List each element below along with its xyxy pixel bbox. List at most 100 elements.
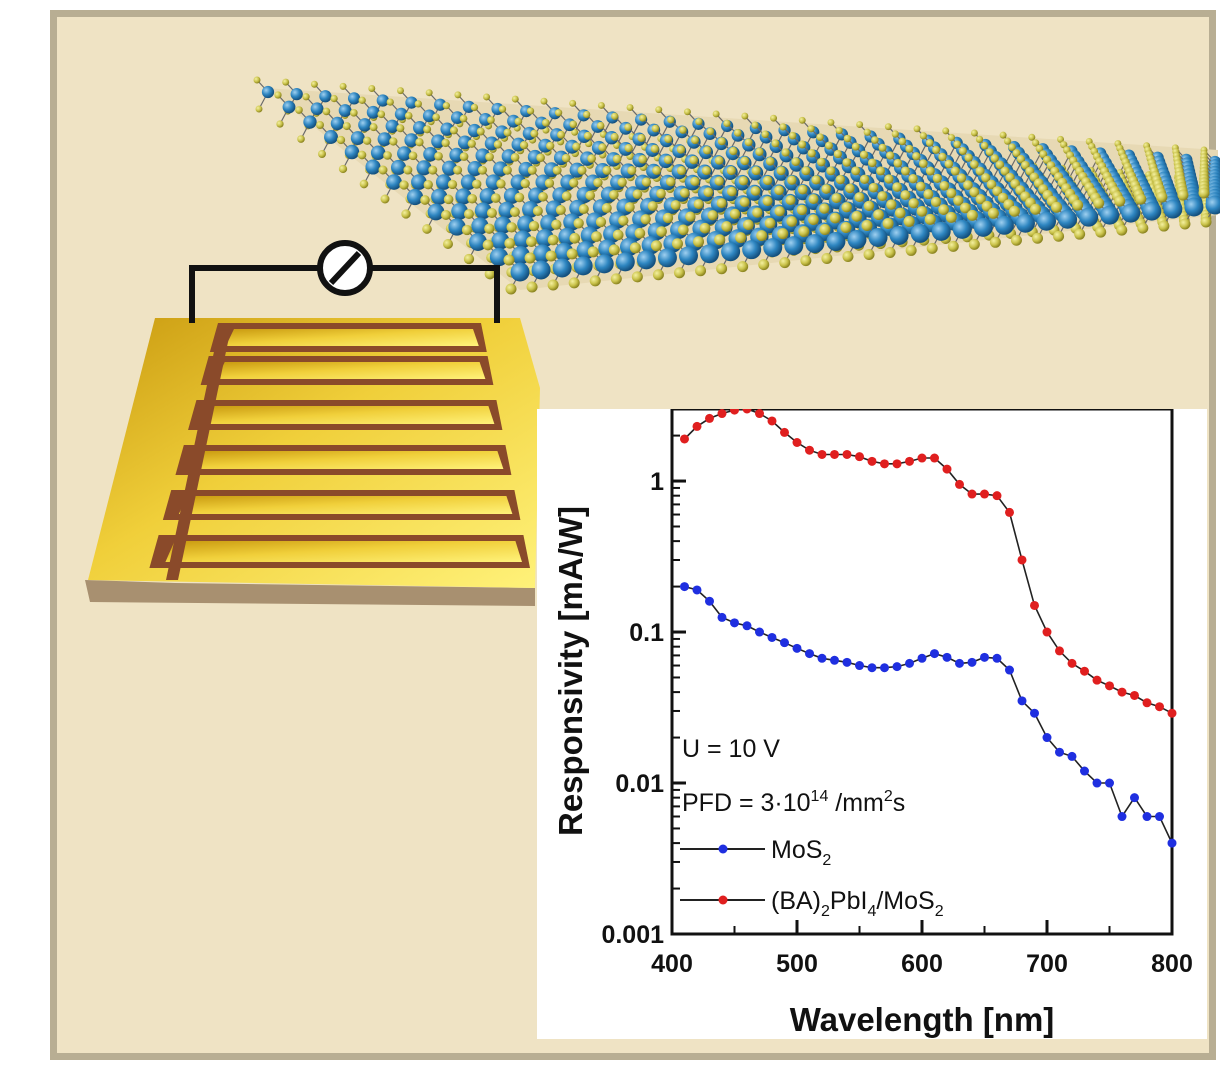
data-point-mos2 (880, 663, 889, 673)
data-point-mos2 (892, 662, 902, 672)
data-point-heterostructure (1130, 690, 1139, 700)
data-point-mos2 (1130, 793, 1139, 803)
data-point-mos2 (1167, 838, 1177, 848)
data-point-mos2 (1105, 778, 1114, 788)
data-point-heterostructure (992, 491, 1002, 501)
legend-heterostructure: (BA)2PbI4/MoS2 (680, 887, 944, 920)
data-point-heterostructure (817, 449, 827, 459)
data-point-heterostructure (705, 413, 714, 423)
data-point-mos2 (1142, 812, 1152, 822)
legend-label-mos2: MoS2 (771, 836, 831, 869)
data-point-heterostructure (1155, 702, 1164, 712)
data-point-heterostructure (805, 445, 814, 455)
legend-marker-mos2 (718, 844, 728, 854)
series-line-heterostructure (683, 409, 1173, 714)
data-point-mos2 (705, 596, 714, 606)
data-point-heterostructure (742, 409, 752, 414)
data-point-heterostructure (1055, 646, 1064, 656)
data-point-mos2 (917, 653, 927, 663)
y-tick-label: 1 (650, 468, 664, 496)
data-point-heterostructure (867, 456, 877, 466)
data-point-mos2 (1117, 812, 1127, 822)
data-point-mos2 (780, 638, 789, 648)
data-point-heterostructure (1080, 666, 1089, 676)
data-point-mos2 (717, 612, 727, 622)
data-point-mos2 (755, 627, 764, 637)
data-point-heterostructure (892, 459, 902, 469)
data-point-mos2 (692, 585, 702, 595)
x-axis-title: Wavelength [nm] (790, 1001, 1055, 1038)
data-point-heterostructure (980, 489, 989, 499)
data-point-mos2 (930, 649, 939, 659)
data-point-mos2 (980, 652, 989, 662)
data-point-heterostructure (842, 449, 852, 459)
data-point-mos2 (1030, 708, 1039, 718)
data-point-mos2 (992, 653, 1002, 663)
data-point-heterostructure (942, 464, 952, 474)
data-point-heterostructure (780, 427, 789, 437)
data-point-heterostructure (1105, 681, 1114, 691)
data-point-heterostructure (967, 489, 977, 499)
data-point-heterostructure (792, 437, 802, 447)
data-point-mos2 (855, 661, 864, 671)
data-point-heterostructure (1167, 708, 1177, 718)
data-point-mos2 (805, 649, 814, 659)
annotation-photon-flux: PFD = 3·1014 /mm2s (682, 788, 905, 817)
data-point-heterostructure (1042, 627, 1052, 637)
data-point-heterostructure (730, 409, 739, 415)
data-point-mos2 (1055, 747, 1064, 757)
data-point-heterostructure (755, 409, 764, 419)
data-point-mos2 (955, 658, 964, 668)
x-tick-label: 600 (901, 950, 943, 978)
data-point-heterostructure (1030, 600, 1039, 610)
x-tick-label: 800 (1151, 950, 1193, 978)
data-point-heterostructure (930, 453, 939, 463)
data-point-mos2 (967, 657, 977, 667)
data-point-mos2 (1042, 733, 1052, 743)
data-point-heterostructure (830, 449, 839, 459)
data-point-mos2 (1005, 665, 1014, 675)
data-point-mos2 (1067, 751, 1077, 761)
data-point-heterostructure (905, 456, 914, 466)
plot-frame (670, 409, 1174, 936)
data-point-heterostructure (1017, 555, 1027, 565)
interdigitated-electrodes (149, 323, 530, 580)
data-point-heterostructure (1142, 698, 1152, 708)
data-point-mos2 (1080, 766, 1089, 776)
data-point-heterostructure (1117, 687, 1127, 697)
data-point-mos2 (1017, 696, 1027, 706)
data-point-mos2 (792, 643, 802, 653)
data-point-mos2 (842, 657, 852, 667)
chart-canvas: 0.001 0.01 0.1 1 400 500 600 700 800 Wavelength… (552, 409, 1193, 1038)
data-point-heterostructure (1067, 658, 1077, 668)
data-point-heterostructure (855, 452, 864, 462)
data-point-mos2 (742, 621, 752, 631)
data-point-heterostructure (955, 479, 964, 489)
mos2-lattice (253, 76, 1220, 295)
data-point-mos2 (867, 663, 877, 673)
circuit-wire (189, 265, 500, 323)
data-point-heterostructure (917, 453, 927, 463)
data-point-mos2 (730, 618, 739, 628)
data-point-mos2 (680, 582, 689, 592)
x-tick-label: 500 (776, 950, 818, 978)
y-tick-label: 0.1 (629, 619, 664, 647)
data-point-heterostructure (692, 421, 702, 431)
data-point-heterostructure (680, 434, 689, 444)
legend-marker-heterostructure (718, 895, 728, 905)
y-tick-label: 0.01 (615, 770, 664, 798)
y-axis-title: Responsivity [mA/W] (552, 506, 589, 836)
data-point-mos2 (1092, 778, 1102, 788)
data-point-mos2 (942, 652, 952, 662)
ohmmeter-icon (317, 240, 373, 296)
legend-mos2: MoS2 (680, 836, 831, 869)
responsivity-chart: 0.001 0.01 0.1 1 400 500 600 700 800 Wavelength… (537, 409, 1207, 1039)
legend-label-heterostructure: (BA)2PbI4/MoS2 (771, 887, 944, 920)
y-tick-label: 0.001 (601, 921, 664, 949)
data-point-heterostructure (767, 416, 777, 426)
x-tick-label: 700 (1026, 950, 1068, 978)
data-point-mos2 (817, 653, 827, 663)
data-point-mos2 (1155, 812, 1164, 822)
data-point-heterostructure (717, 409, 727, 419)
data-point-heterostructure (1005, 507, 1014, 517)
